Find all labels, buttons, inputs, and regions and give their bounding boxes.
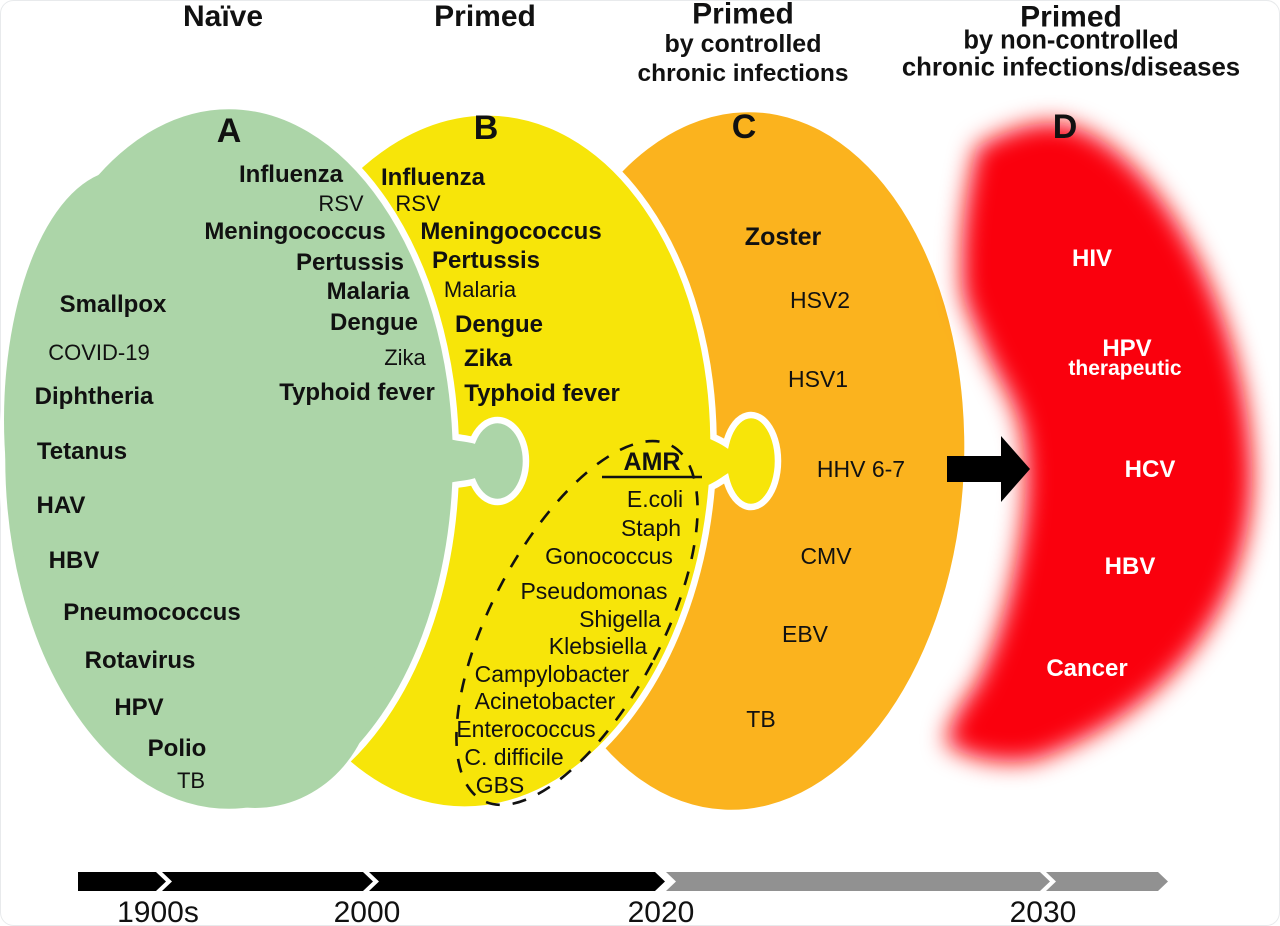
svg-text:Tetanus: Tetanus: [37, 438, 127, 465]
svg-text:HIV: HIV: [1072, 245, 1112, 272]
svg-text:Naïve: Naïve: [183, 0, 263, 33]
svg-text:Meningococcus: Meningococcus: [204, 218, 385, 245]
svg-text:Rotavirus: Rotavirus: [85, 647, 196, 674]
svg-text:RSV: RSV: [395, 191, 441, 216]
svg-text:A: A: [217, 112, 242, 150]
svg-text:EBV: EBV: [782, 621, 829, 647]
svg-text:HPV: HPV: [114, 694, 163, 721]
svg-text:Malaria: Malaria: [444, 277, 517, 302]
svg-text:Gonococcus: Gonococcus: [545, 543, 673, 569]
svg-text:Dengue: Dengue: [455, 311, 543, 338]
svg-text:TB: TB: [746, 706, 775, 732]
svg-text:Primed: Primed: [1020, 1, 1122, 34]
svg-text:Zika: Zika: [464, 345, 513, 372]
svg-text:Zika: Zika: [384, 345, 426, 370]
svg-text:Smallpox: Smallpox: [60, 291, 167, 318]
svg-text:Pertussis: Pertussis: [432, 247, 540, 274]
svg-text:Pneumococcus: Pneumococcus: [63, 599, 240, 626]
svg-text:AMR: AMR: [624, 448, 681, 476]
svg-text:Campylobacter: Campylobacter: [475, 661, 630, 687]
svg-text:Malaria: Malaria: [327, 278, 410, 305]
svg-text:Influenza: Influenza: [239, 161, 344, 188]
svg-text:chronic infections: chronic infections: [637, 60, 848, 87]
svg-text:HHV 6-7: HHV 6-7: [817, 456, 905, 482]
svg-text:Acinetobacter: Acinetobacter: [475, 688, 616, 714]
svg-text:Dengue: Dengue: [330, 309, 418, 336]
svg-text:Diphtheria: Diphtheria: [35, 383, 154, 410]
svg-text:2020: 2020: [628, 896, 695, 926]
svg-text:by non-controlled: by non-controlled: [963, 27, 1178, 55]
svg-text:C: C: [732, 108, 757, 146]
svg-text:Pertussis: Pertussis: [296, 249, 404, 276]
svg-text:RSV: RSV: [318, 191, 364, 216]
svg-text:HSV2: HSV2: [790, 287, 850, 313]
svg-text:GBS: GBS: [476, 772, 525, 798]
svg-text:Pseudomonas: Pseudomonas: [520, 578, 667, 604]
svg-text:Typhoid fever: Typhoid fever: [279, 379, 435, 406]
svg-text:HCV: HCV: [1125, 456, 1176, 483]
svg-text:2030: 2030: [1010, 896, 1077, 926]
svg-text:B: B: [474, 109, 499, 147]
svg-text:Enterococcus: Enterococcus: [456, 716, 595, 742]
svg-text:HPV: HPV: [1102, 335, 1151, 362]
svg-text:Primed: Primed: [692, 0, 794, 31]
svg-text:Shigella: Shigella: [579, 606, 661, 632]
svg-text:therapeutic: therapeutic: [1068, 357, 1182, 380]
svg-text:Cancer: Cancer: [1046, 655, 1127, 682]
svg-text:E.coli: E.coli: [627, 486, 683, 512]
svg-text:chronic infections/diseases: chronic infections/diseases: [902, 54, 1240, 82]
svg-text:HBV: HBV: [49, 547, 100, 574]
svg-text:Polio: Polio: [148, 735, 207, 762]
svg-text:HSV1: HSV1: [788, 366, 848, 392]
svg-text:2000: 2000: [334, 896, 401, 926]
svg-text:HAV: HAV: [37, 492, 86, 519]
svg-text:C. difficile: C. difficile: [464, 744, 563, 770]
svg-text:Meningococcus: Meningococcus: [420, 218, 601, 245]
svg-text:Klebsiella: Klebsiella: [549, 633, 648, 659]
svg-text:HBV: HBV: [1105, 553, 1156, 580]
svg-text:Staph: Staph: [621, 515, 681, 541]
svg-text:Zoster: Zoster: [745, 223, 822, 251]
svg-text:CMV: CMV: [800, 543, 852, 569]
svg-text:Primed: Primed: [434, 0, 536, 33]
svg-text:Influenza: Influenza: [381, 164, 486, 191]
svg-text:Typhoid fever: Typhoid fever: [464, 380, 620, 407]
svg-text:D: D: [1053, 108, 1078, 146]
svg-text:COVID-19: COVID-19: [48, 340, 149, 365]
svg-text:TB: TB: [177, 768, 205, 793]
svg-text:by controlled: by controlled: [665, 30, 822, 58]
svg-text:1900s: 1900s: [117, 896, 199, 926]
